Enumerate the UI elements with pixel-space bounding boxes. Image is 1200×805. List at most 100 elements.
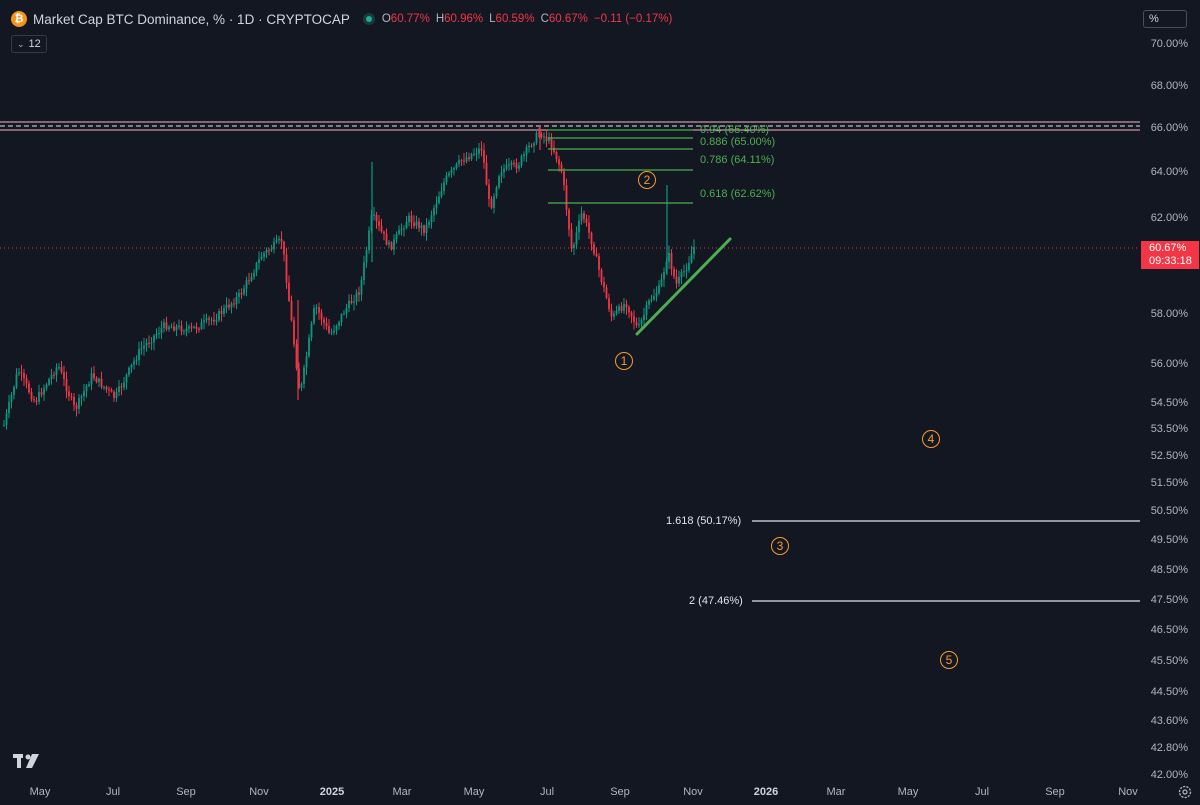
candle-body <box>80 396 83 398</box>
symbol-header[interactable]: ₿ Market Cap BTC Dominance, % · 1D · CRY… <box>0 8 672 30</box>
candle-body <box>113 391 115 398</box>
candle-body <box>193 326 195 328</box>
candle-body <box>238 292 240 297</box>
candle-body <box>18 372 20 374</box>
candle-body <box>98 378 100 383</box>
candle-body <box>405 221 408 229</box>
candle-body <box>660 279 663 286</box>
candle-body <box>468 157 470 160</box>
candle-body <box>488 184 490 200</box>
candle-body <box>485 162 488 185</box>
candle-body <box>563 171 565 186</box>
price-axis-label: 42.80% <box>1150 742 1188 754</box>
price-axis-label: 54.50% <box>1150 397 1188 409</box>
candle-body <box>483 150 485 163</box>
candle-body <box>360 279 363 295</box>
time-axis-label: Nov <box>683 786 703 798</box>
price-axis-label: 42.00% <box>1150 769 1188 781</box>
candle-body <box>373 214 375 216</box>
candle-body <box>225 304 228 308</box>
candle-body <box>350 300 353 303</box>
candle-body <box>633 316 635 323</box>
candle-body <box>440 191 443 197</box>
tradingview-logo-icon[interactable] <box>13 752 43 770</box>
candle-body <box>623 304 625 311</box>
candle-body <box>683 271 685 273</box>
time-axis[interactable]: May Jul Sep Nov 2025 Mar May Jul Sep Nov 2026 Mar Ma… <box>0 780 1140 805</box>
indicators-count: 12 <box>28 38 41 50</box>
candle-body <box>5 413 8 425</box>
candle-body <box>668 252 670 262</box>
candle-body <box>53 374 55 376</box>
candle-body <box>345 307 348 314</box>
time-axis-label: Sep <box>1045 786 1065 798</box>
time-axis-label: Mar <box>392 786 412 798</box>
candle-body <box>390 242 393 250</box>
candle-body <box>618 306 620 311</box>
candle-body <box>235 296 238 305</box>
candle-body <box>393 239 395 250</box>
candle-body <box>503 168 505 173</box>
wave-label-1[interactable]: 1 <box>615 352 633 370</box>
wave-label-2[interactable]: 2 <box>638 171 656 189</box>
symbol-title[interactable]: Market Cap BTC Dominance, % · 1D · CRYPT… <box>33 11 350 27</box>
wave-label-3[interactable]: 3 <box>771 537 789 555</box>
candle-body <box>163 322 165 329</box>
candle-body <box>500 172 503 177</box>
candle-body <box>428 222 430 225</box>
candle-body <box>493 196 495 208</box>
candle-body <box>95 378 98 383</box>
candle-body <box>265 250 268 254</box>
candle-body <box>565 185 568 210</box>
candle-body <box>385 234 388 245</box>
candle-body <box>438 196 440 204</box>
candle-body <box>3 424 5 426</box>
candle-body <box>525 147 528 155</box>
wave-label-5[interactable]: 5 <box>940 651 958 669</box>
candle-body <box>475 153 478 155</box>
candle-body <box>155 333 158 336</box>
candle-body <box>593 243 595 254</box>
candle-body <box>110 389 113 392</box>
candle-body <box>293 320 295 345</box>
candle-body <box>230 303 233 308</box>
candle-body <box>228 304 230 308</box>
candle-body <box>580 213 583 221</box>
candle-body <box>290 300 293 321</box>
candle-body <box>203 320 205 323</box>
candle-body <box>430 215 433 223</box>
price-axis[interactable]: 70.00%68.00%66.00%64.00%62.00%60.00%58.0… <box>1140 0 1200 781</box>
scale-unit-selector[interactable]: % <box>1143 10 1187 28</box>
price-chart-canvas[interactable] <box>0 0 1140 780</box>
candle-body <box>325 322 328 327</box>
candle-body <box>108 389 110 391</box>
candle-body <box>685 270 688 272</box>
candle-body <box>33 399 35 401</box>
candle-body <box>663 271 665 280</box>
candle-body <box>280 238 283 242</box>
candle-body <box>103 386 105 388</box>
price-axis-label: 43.60% <box>1150 715 1188 727</box>
candle-body <box>75 405 78 409</box>
time-axis-label: May <box>897 786 919 798</box>
candle-body <box>533 143 535 146</box>
candle-body <box>153 335 155 343</box>
candle-body <box>168 327 170 330</box>
candle-body <box>368 230 370 251</box>
candle-body <box>555 151 558 160</box>
gear-icon[interactable] <box>1177 784 1193 800</box>
candle-body <box>188 326 190 329</box>
candle-body <box>530 145 533 147</box>
candle-body <box>690 253 693 263</box>
chevron-down-icon: ⌄ <box>17 38 25 49</box>
candle-body <box>70 396 73 398</box>
candle-body <box>420 225 423 229</box>
indicators-toggle[interactable]: ⌄ 12 <box>11 35 47 53</box>
candle-body <box>655 293 658 297</box>
candle-body <box>215 320 218 322</box>
time-axis-label: Nov <box>1118 786 1138 798</box>
wave-label-4[interactable]: 4 <box>922 430 940 448</box>
candle-body <box>248 280 250 282</box>
price-axis-label: 62.00% <box>1150 212 1188 224</box>
candle-body <box>523 154 525 157</box>
